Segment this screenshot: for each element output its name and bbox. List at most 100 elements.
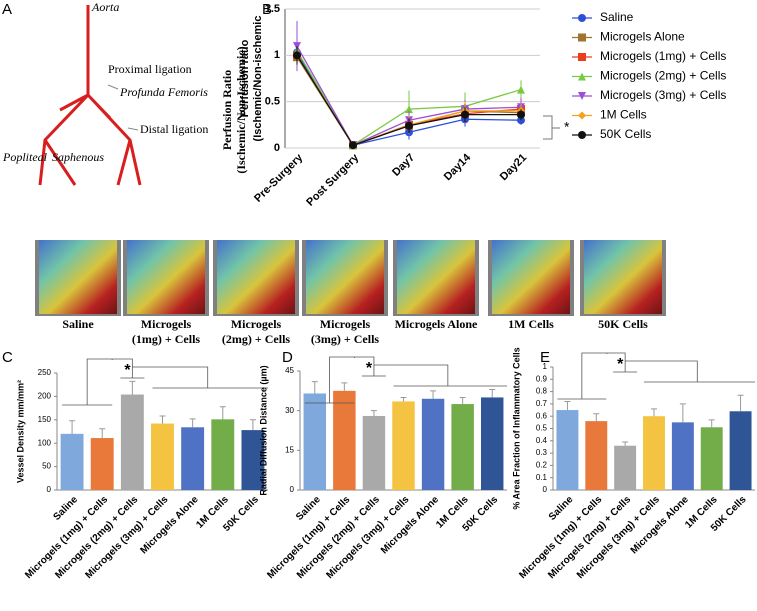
image-caption: 1M Cells	[508, 317, 554, 331]
diagram-label: Profunda Femoris	[119, 85, 208, 99]
point	[293, 51, 301, 60]
error-bar	[69, 420, 76, 434]
y-tick-label: 200	[38, 392, 52, 401]
image-caption: Microgels	[320, 317, 371, 331]
point	[578, 33, 586, 42]
error-bar	[651, 408, 657, 417]
y-tick-label: 45	[285, 366, 294, 375]
error-bar	[370, 410, 377, 416]
error-bar	[219, 406, 226, 420]
y-tick-label: 0	[274, 142, 280, 154]
error-bar	[593, 413, 600, 422]
image-caption: 50K Cells	[598, 317, 648, 331]
error-bar	[311, 381, 318, 394]
point	[578, 92, 586, 100]
bar	[480, 397, 504, 490]
point	[405, 105, 413, 114]
significance-bracket	[557, 352, 755, 400]
panel-letter: E	[540, 349, 550, 366]
point	[578, 131, 586, 139]
outer-y-label: (Ischemic/Non-Ischemic)	[234, 46, 248, 173]
bar	[556, 410, 579, 490]
perfusion-signal	[306, 240, 384, 314]
x-tick-label: Day7	[390, 152, 417, 179]
image-caption: (2mg) + Cells	[222, 332, 290, 346]
image-caption: (1mg) + Cells	[132, 332, 200, 346]
y-tick-label: 0	[543, 485, 548, 494]
legend-label: 1M Cells	[600, 108, 647, 122]
point	[405, 121, 413, 130]
perfusion-signal	[127, 240, 205, 314]
panel-letter: D	[282, 349, 293, 366]
bar	[421, 398, 445, 490]
error-bar	[249, 419, 256, 431]
legend-label: Microgels (2mg) + Cells	[600, 69, 726, 83]
error-bar	[430, 390, 437, 399]
bar	[729, 411, 752, 490]
y-tick-label: 0	[290, 485, 295, 494]
y-tick-label: 1.5	[265, 3, 280, 15]
perfusion-signal	[217, 240, 295, 314]
y-axis-label: % Area Fraction of Inflammatory Cells	[511, 347, 521, 509]
legend-label: 50K Cells	[600, 127, 651, 141]
y-tick-label: 50	[42, 462, 51, 471]
diagram-label: Aorta	[91, 0, 119, 14]
error-bar	[129, 380, 136, 395]
y-tick-label: 0.3	[536, 448, 548, 457]
error-bar	[341, 382, 348, 391]
x-tick-label: Saline	[294, 494, 323, 523]
bar	[151, 423, 174, 490]
error-bar	[708, 419, 715, 428]
bar	[303, 393, 327, 490]
bar	[614, 445, 637, 490]
y-tick-label: 0.9	[536, 374, 548, 383]
y-tick-label: 0.2	[536, 461, 548, 470]
perfusion-signal	[397, 240, 475, 314]
error-bar	[489, 389, 496, 398]
x-tick-label: Post Surgery	[304, 151, 362, 209]
point	[349, 141, 357, 150]
y-tick-label: 0.5	[265, 96, 280, 108]
perfusion-signal	[39, 240, 117, 314]
image-caption: Saline	[62, 317, 94, 331]
diagram-label: Saphenous	[52, 150, 104, 164]
significance-bracket	[62, 358, 268, 406]
error-bar	[679, 403, 686, 423]
y-tick-label: 0.7	[536, 399, 548, 408]
point	[461, 110, 469, 119]
y-tick-label: 0.6	[536, 411, 548, 420]
legend-label: Microgels (1mg) + Cells	[600, 49, 726, 63]
perfusion-signal	[492, 240, 570, 314]
y-tick-label: 30	[285, 406, 294, 415]
y-tick-label: 0.5	[536, 424, 548, 433]
annotation: *	[124, 362, 131, 379]
ligation-marks	[107, 84, 139, 131]
y-tick-label: 15	[285, 445, 294, 454]
bar	[211, 419, 235, 490]
bar	[60, 433, 84, 490]
diagram-label: Distal ligation	[140, 122, 208, 136]
significance-bracket	[543, 115, 560, 140]
bar	[333, 390, 356, 490]
diagram-label: Proximal ligation	[108, 62, 192, 76]
bar	[585, 421, 608, 490]
error-bar	[737, 394, 744, 412]
y-tick-label: 0.8	[536, 387, 548, 396]
error-bar	[159, 415, 166, 424]
bar	[451, 404, 474, 490]
point	[578, 14, 586, 22]
legend-label: Saline	[600, 10, 634, 24]
y-axis-label: (Ischemic/Non-ischemic	[252, 16, 264, 142]
bar	[241, 430, 265, 490]
perfusion-signal	[584, 240, 662, 314]
bar	[671, 422, 694, 490]
annotation: *	[617, 356, 624, 373]
bar	[362, 415, 386, 490]
point	[517, 110, 525, 119]
vessel-diagram	[38, 5, 142, 186]
x-tick-label: Pre-Surgery	[252, 151, 306, 205]
bar	[90, 438, 114, 490]
bar	[120, 394, 144, 490]
legend-label: Microgels (3mg) + Cells	[600, 88, 726, 102]
